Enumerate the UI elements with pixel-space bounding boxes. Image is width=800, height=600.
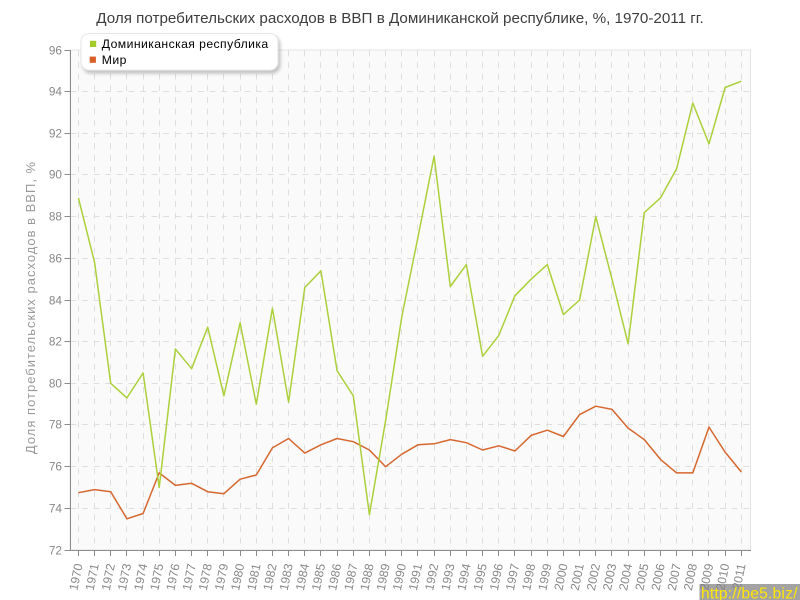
svg-text:96: 96 bbox=[49, 43, 63, 57]
svg-text:Мир: Мир bbox=[102, 53, 127, 67]
svg-text:94: 94 bbox=[49, 84, 63, 98]
svg-text:1979: 1979 bbox=[212, 562, 231, 592]
svg-text:Доля потребительских расходов: Доля потребительских расходов в ВВП, % bbox=[23, 161, 38, 454]
svg-text:1972: 1972 bbox=[99, 562, 118, 592]
svg-text:1992: 1992 bbox=[422, 562, 441, 592]
svg-text:http://be5.biz/: http://be5.biz/ bbox=[701, 586, 798, 600]
svg-text:1984: 1984 bbox=[293, 562, 312, 592]
svg-text:1991: 1991 bbox=[406, 562, 425, 592]
svg-text:78: 78 bbox=[49, 417, 63, 431]
svg-text:1986: 1986 bbox=[325, 562, 344, 592]
svg-text:1973: 1973 bbox=[115, 562, 134, 592]
svg-text:74: 74 bbox=[49, 501, 63, 515]
svg-text:1996: 1996 bbox=[487, 562, 506, 592]
svg-text:92: 92 bbox=[49, 126, 62, 140]
svg-text:1975: 1975 bbox=[147, 562, 166, 592]
svg-text:90: 90 bbox=[49, 167, 63, 181]
svg-text:82: 82 bbox=[49, 334, 62, 348]
svg-text:2002: 2002 bbox=[584, 562, 603, 592]
svg-text:1974: 1974 bbox=[131, 562, 150, 592]
svg-text:2006: 2006 bbox=[649, 562, 668, 592]
svg-text:2003: 2003 bbox=[600, 562, 619, 592]
svg-text:2000: 2000 bbox=[552, 562, 571, 592]
svg-text:1998: 1998 bbox=[519, 562, 538, 592]
svg-text:1990: 1990 bbox=[390, 562, 409, 592]
svg-text:2011: 2011 bbox=[730, 562, 749, 591]
svg-text:2001: 2001 bbox=[568, 562, 587, 592]
svg-text:1970: 1970 bbox=[67, 562, 86, 592]
svg-text:2004: 2004 bbox=[616, 562, 635, 592]
svg-text:1994: 1994 bbox=[455, 562, 474, 592]
svg-text:1995: 1995 bbox=[471, 562, 490, 592]
svg-text:2008: 2008 bbox=[681, 562, 700, 592]
svg-text:Доминиканская республика: Доминиканская республика bbox=[102, 37, 269, 51]
svg-text:72: 72 bbox=[49, 543, 62, 557]
svg-text:Доля потребительских расходов: Доля потребительских расходов в ВВП в До… bbox=[96, 10, 703, 27]
svg-text:1971: 1971 bbox=[83, 562, 102, 592]
svg-text:1982: 1982 bbox=[261, 562, 280, 592]
svg-text:1981: 1981 bbox=[244, 562, 263, 592]
svg-text:1997: 1997 bbox=[503, 562, 522, 592]
svg-text:1987: 1987 bbox=[341, 562, 360, 592]
svg-text:88: 88 bbox=[49, 209, 63, 223]
svg-text:80: 80 bbox=[49, 376, 63, 390]
svg-text:1999: 1999 bbox=[535, 562, 554, 592]
svg-text:1976: 1976 bbox=[164, 562, 183, 592]
svg-text:1988: 1988 bbox=[358, 562, 377, 592]
svg-text:1989: 1989 bbox=[374, 562, 393, 592]
svg-text:2005: 2005 bbox=[632, 562, 651, 592]
svg-text:1978: 1978 bbox=[196, 562, 215, 592]
svg-text:1977: 1977 bbox=[180, 562, 199, 592]
svg-text:86: 86 bbox=[49, 251, 63, 265]
svg-text:76: 76 bbox=[49, 459, 63, 473]
svg-text:1993: 1993 bbox=[438, 562, 457, 592]
svg-text:1980: 1980 bbox=[228, 562, 247, 592]
svg-text:1983: 1983 bbox=[277, 562, 296, 592]
svg-text:1985: 1985 bbox=[309, 562, 328, 592]
svg-text:2007: 2007 bbox=[665, 562, 684, 592]
svg-text:84: 84 bbox=[49, 293, 63, 307]
